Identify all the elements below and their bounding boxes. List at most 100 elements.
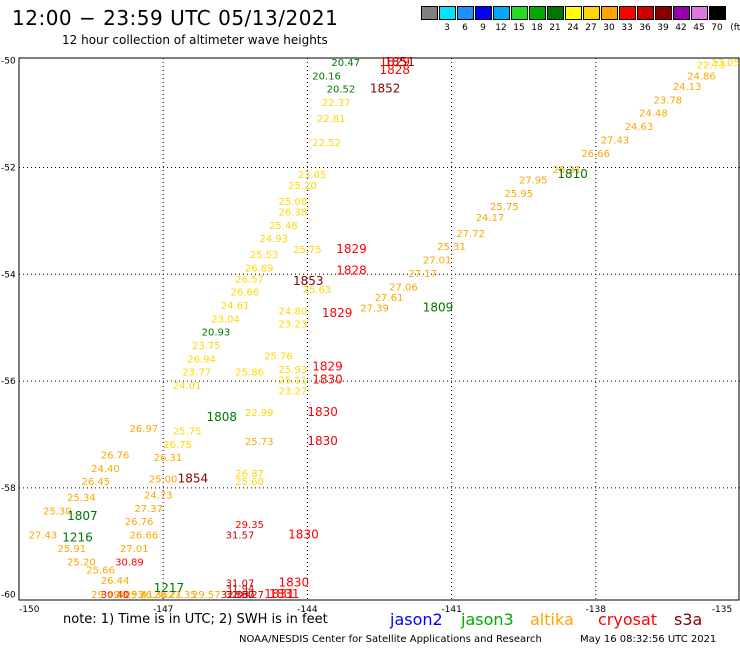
wave-height-label: 27.01 [120,544,149,555]
wave-height-label: 25.86 [235,368,264,379]
footer-note: note: 1) Time is in UTC; 2) SWH is in fe… [63,612,328,627]
wave-height-label: 29.41 [125,590,154,601]
satellite-jason2-label: jason2 [390,610,443,629]
wave-height-label: 25.48 [269,221,298,232]
legend-swatch [565,6,582,20]
pass-time-label: 1829 [336,242,367,256]
legend-swatch [601,6,618,20]
wave-height-label: 26.89 [245,264,274,275]
pass-time-label: 1830 [312,373,343,387]
pass-time-label: 1853 [293,274,324,288]
pass-time-label: 1828 [336,263,367,277]
wave-height-label: 24.13 [673,82,702,93]
x-tick-label: -138 [586,605,607,615]
wave-height-label: 31.50 [226,590,255,601]
wave-height-label: 20.93 [202,328,231,339]
wave-height-label: 30.40 [101,590,130,601]
pass-time-label: 1829 [312,359,343,373]
wave-height-label: 28.53 [115,590,144,601]
axis-tick-labels: -150 -147 -144 -141 -138 -135 -50 -52 -54 -56 -58 -… [1,57,732,615]
wave-height-label: 27.37 [134,504,163,515]
legend-swatch-label: 45 [693,23,705,33]
wave-height-label: 29.35 [235,520,264,531]
wave-height-label: 20.16 [312,71,341,82]
wave-height-label: 24.01 [173,381,202,392]
legend-swatch [457,6,474,20]
wave-height-label: 31.57 [226,531,255,542]
legend-swatch-label: 42 [675,23,687,33]
legend-swatch [691,6,708,20]
legend-swatch [421,6,438,20]
wave-height-label: 26.38 [279,208,308,219]
legend-swatch [619,6,636,20]
y-tick-label: -54 [1,270,16,280]
pass-time-label: 1830 [307,405,338,419]
x-tick-label: -144 [297,605,318,615]
wave-height-label: 27.35 [168,590,197,601]
wave-height-label: 26.66 [581,149,610,160]
wave-height-label: 25.00 [149,475,178,486]
pass-time-label: 1831 [269,587,300,601]
wave-height-label: 24.40 [91,464,120,475]
wave-height-label: 22.73 [697,61,726,72]
pass-time-label: 1828 [380,63,411,77]
satellite-cryosat-label: cryosat [598,610,658,629]
legend-swatch [637,6,654,20]
wave-height-label: 24.80 [279,306,308,317]
pass-time-label: 1830 [288,528,319,542]
pass-time-label: 1852 [370,82,401,96]
wave-height-label: 26.66 [230,288,259,299]
wave-height-label: 25.20 [67,557,96,568]
pass-time-label: 1809 [423,301,454,315]
satellite-s3a-label: s3a [674,610,703,629]
legend-swatch-label: 18 [531,23,543,33]
wave-height-label: 25.53 [250,250,279,261]
wave-height-label: 26.94 [187,354,216,365]
legend-swatch [493,6,510,20]
wave-height-label: 24.86 [687,71,716,82]
legend-swatch-label: 6 [462,23,468,33]
legend-swatch [655,6,672,20]
legend-swatch-label: 9 [480,23,486,33]
wave-height-label: 23.04 [211,314,240,325]
wave-height-label: 27.39 [360,304,389,315]
y-tick-label: -56 [1,377,16,387]
y-tick-label: -60 [1,591,16,601]
wave-height-label: 22.52 [312,138,341,149]
wave-height-label: 25.75 [490,202,519,213]
wave-height-label: 26.45 [81,477,110,488]
wave-height-label: 25.95 [504,189,533,200]
wave-height-label: 27.43 [29,531,58,542]
wave-height-label: 27.95 [519,175,548,186]
wave-height-label: 23.75 [192,341,221,352]
wave-height-label: 25.66 [86,565,115,576]
legend-swatch-label: 21 [549,23,561,33]
wave-height-label: 23.78 [653,95,682,106]
pass-time-label: 1854 [178,472,209,486]
legend-swatch [709,6,726,20]
wave-height-label: 24.63 [625,122,654,133]
legend-swatch-label: 39 [657,23,669,33]
x-tick-label: -141 [441,605,461,615]
y-tick-label: -58 [1,484,16,494]
map-subtitle: 12 hour collection of altimeter wave hei… [62,33,328,47]
pass-time-label: 1829 [380,55,411,69]
pass-time-label: 1830 [307,434,338,448]
wave-height-label: 25.63 [303,285,332,296]
legend-swatch-label: 70 [711,23,723,33]
legend-unit-label: (ft) [730,23,740,33]
wave-height-label: 26.76 [101,450,130,461]
wave-height-label: 26.75 [163,440,192,451]
data-labels: 20.4720.1620.5222.3722.8122.5223.0525.20… [29,55,740,601]
wave-height-label: 25.60 [235,477,264,488]
wave-height-label: 24.73 [144,491,173,502]
wave-height-label: 25.31 [437,242,466,253]
legend-swatch [511,6,528,20]
wave-height-label: 25.75 [293,245,322,256]
wave-height-label: 29.57 [192,590,221,601]
pass-time-label: 1830 [279,576,310,590]
wave-height-label: 24.48 [639,109,668,120]
x-tick-label: -150 [19,605,40,615]
wave-height-label: 26.44 [101,576,130,587]
